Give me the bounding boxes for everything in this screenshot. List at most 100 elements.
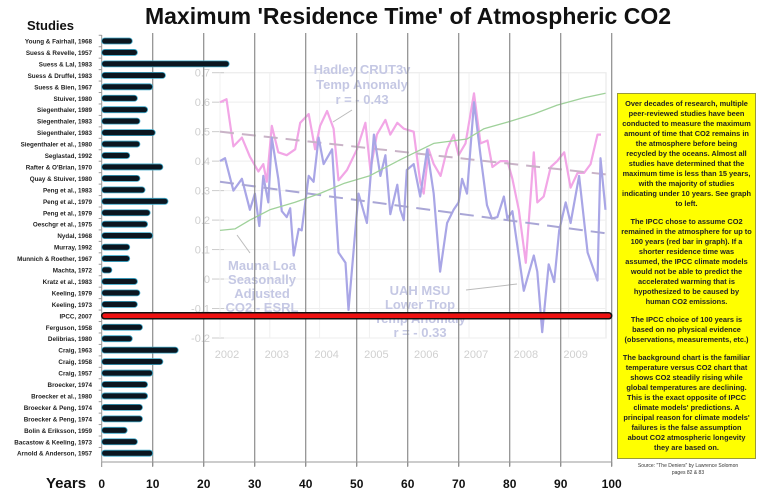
- background-y-tick-label: 0.6: [195, 97, 210, 109]
- note-paragraph: The background chart is the familiar tem…: [622, 353, 751, 452]
- annotation-mauna: Seasonally: [228, 272, 297, 287]
- bar: [101, 174, 141, 182]
- bar-chart-bars: [100, 37, 613, 457]
- background-y-tick-label: 0: [204, 274, 210, 286]
- background-x-tick-label: 2002: [215, 349, 239, 361]
- category-label: Bolin & Eriksson, 1959: [24, 428, 92, 435]
- category-label: Peng et al., 1983: [43, 187, 92, 194]
- x-tick-label: 90: [554, 477, 568, 491]
- bar: [101, 94, 138, 102]
- bar: [101, 335, 133, 343]
- category-label: Munnich & Roether, 1967: [17, 256, 92, 263]
- background-y-tick-label: 0.3: [195, 186, 210, 198]
- annotation-hadley: Hadley CRUT3v: [314, 62, 412, 77]
- category-label: Siegenthaler, 1983: [37, 130, 92, 137]
- category-label: Broecker, 1974: [48, 382, 93, 389]
- x-tick-label: 20: [197, 477, 211, 491]
- category-label: IPCC, 2007: [59, 313, 92, 320]
- category-label: Keeling, 1979: [52, 290, 93, 297]
- bar: [101, 369, 154, 377]
- annotation-pointer: [332, 109, 353, 123]
- annotation-mauna: Adjusted: [234, 286, 290, 301]
- series-line-uah: [219, 101, 607, 334]
- bar: [101, 449, 154, 457]
- bar: [101, 163, 164, 171]
- category-label: Keeling, 1973: [52, 302, 93, 309]
- bar: [101, 346, 179, 354]
- category-label: Rafter & O'Brian, 1970: [26, 164, 93, 171]
- bar-chart-gridlines: [98, 33, 613, 467]
- background-y-tick-label: 0.7: [195, 68, 210, 80]
- category-label: Quay & Stuiver, 1980: [30, 176, 93, 183]
- series-line-hadley: [219, 92, 601, 264]
- x-tick-label: 100: [602, 477, 622, 491]
- category-label: Stuiver, 1980: [53, 96, 92, 103]
- bar: [101, 129, 156, 137]
- category-label: Suess & Druffel, 1983: [28, 73, 93, 80]
- category-label: Broecker & Peng, 1974: [24, 416, 93, 423]
- category-label: Siegenthaler, 1989: [37, 107, 92, 114]
- bar: [101, 438, 138, 446]
- category-label: Broecker & Peng, 1974: [24, 405, 93, 412]
- annotation-uah: Lower Trop: [385, 297, 455, 312]
- annotation-pointer: [465, 283, 518, 291]
- annotation-mauna: CO2 - ESRL: [226, 300, 299, 315]
- bar: [101, 140, 141, 148]
- x-tick-label: 70: [452, 477, 466, 491]
- category-label: Siegenthaler, 1983: [37, 119, 92, 126]
- bar: [101, 197, 169, 205]
- category-label: Craig, 1958: [58, 359, 92, 366]
- source-line: Source: "The Deniers" by Lawrence Solomo…: [637, 463, 739, 469]
- bar: [101, 243, 131, 251]
- annotation-pointer: [236, 234, 251, 254]
- background-x-tick-label: 2005: [364, 349, 388, 361]
- category-label: Arnold & Anderson, 1957: [17, 451, 92, 458]
- category-label: Suess & Lal, 1983: [39, 61, 93, 68]
- bar: [101, 392, 148, 400]
- x-tick-label: 40: [299, 477, 313, 491]
- annotation-hadley: Temp Anomaly: [316, 77, 409, 92]
- bar-chart-labels: 0 10 20 30 40 50 60 70 80 90 100 Young & Fairhall, …: [14, 39, 622, 492]
- background-x-tick-label: 2004: [314, 349, 338, 361]
- bar: [101, 255, 131, 262]
- category-label: Suess & Revelle, 1957: [26, 50, 93, 57]
- category-label: Broecker et al., 1980: [31, 393, 92, 400]
- bar: [101, 300, 138, 308]
- note-paragraph: The IPCC choice of 100 years is based on…: [624, 315, 749, 344]
- category-label: Machta, 1972: [53, 268, 93, 275]
- background-y-tick-label: 0.5: [195, 127, 210, 139]
- side-panel: Over decades of research, multiple peer-…: [617, 93, 759, 477]
- bar: [101, 71, 166, 79]
- bar: [101, 37, 133, 45]
- x-tick-label: 30: [248, 477, 262, 491]
- annotation-uah: r = - 0.33: [393, 325, 446, 340]
- category-label: Bacastow & Keeling, 1973: [14, 439, 92, 446]
- note-paragraph: The IPCC chose to assume CO2 remained in…: [621, 217, 752, 306]
- bar: [101, 49, 138, 56]
- bar: [101, 323, 143, 331]
- bar: [101, 60, 230, 68]
- category-label: Craig, 1963: [58, 348, 92, 355]
- x-tick-label: 60: [401, 477, 415, 491]
- annotation-uah: UAH MSU: [390, 283, 451, 298]
- bar: [101, 209, 151, 217]
- category-label: Oeschgr et al., 1975: [33, 222, 93, 229]
- category-label: Siegenthaler et al., 1980: [21, 142, 93, 149]
- background-x-tick-label: 2008: [514, 349, 538, 361]
- background-y-tick-label: 0.4: [195, 156, 210, 168]
- category-label: Murray, 1992: [54, 245, 93, 252]
- background-x-tick-label: 2006: [414, 349, 438, 361]
- x-axis-title: Years: [46, 475, 86, 492]
- background-x-tick-label: 2009: [563, 349, 587, 361]
- category-label: Ferguson, 1958: [46, 325, 93, 332]
- y-axis-title: Studies: [27, 18, 74, 33]
- source-pages: pages 82 & 83: [671, 470, 705, 476]
- bar: [101, 266, 113, 274]
- category-label: Peng et al., 1979: [43, 210, 92, 217]
- bar: [101, 117, 141, 125]
- category-label: Nydal, 1968: [57, 233, 92, 240]
- note-paragraph: Over decades of research, multiple peer-…: [622, 99, 751, 208]
- chart-title: Maximum 'Residence Time' of Atmospheric …: [145, 3, 671, 29]
